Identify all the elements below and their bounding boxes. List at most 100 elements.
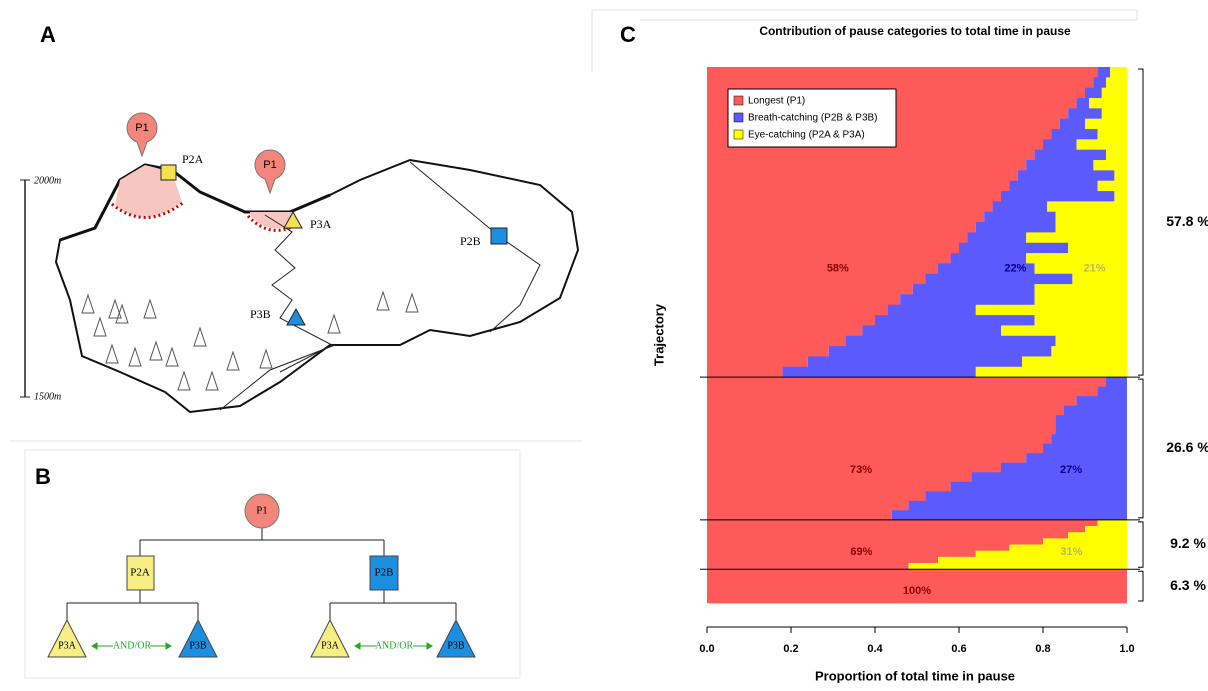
bar-segment — [707, 315, 875, 326]
bar-segment — [891, 510, 1127, 521]
bar-segment — [950, 481, 1127, 492]
group-share: 57.8 % — [1166, 213, 1208, 229]
bar-segment — [984, 211, 1056, 223]
bar-segment — [925, 491, 1127, 502]
and-or-arrows — [91, 642, 433, 650]
bar-segment — [1072, 273, 1127, 285]
bar-segment — [908, 500, 1127, 511]
bar-segment — [707, 580, 1127, 593]
panel-letter: C — [620, 22, 636, 47]
bar-segment — [900, 294, 1035, 306]
bar-segment — [1001, 325, 1127, 337]
bar-segment — [1055, 415, 1127, 426]
node-p2b — [369, 555, 399, 591]
bar-segment — [707, 253, 951, 264]
scale-label: 1500m — [34, 391, 61, 402]
bar-segment — [1097, 180, 1127, 192]
bar-segment — [1034, 149, 1106, 161]
x-tick-label: 0.4 — [867, 643, 883, 655]
node-label: P3A — [58, 640, 77, 651]
bar-segment — [707, 77, 1094, 89]
bar-segment — [1097, 67, 1111, 78]
bar-segment — [959, 242, 1069, 254]
bar-segment — [1059, 118, 1085, 130]
bar-segment — [707, 191, 1001, 202]
marker-label: P2B — [460, 234, 481, 248]
bar-segment — [1026, 453, 1127, 464]
bar-segment — [1055, 222, 1127, 233]
legend-swatch — [733, 129, 744, 140]
marker-p1 — [254, 149, 286, 195]
bar-segment — [1106, 149, 1127, 161]
group-bracket — [1138, 570, 1144, 602]
bar-segment — [707, 526, 1085, 533]
bar-segment — [707, 472, 972, 483]
bar-segment — [971, 472, 1127, 483]
value-label: 69% — [850, 546, 872, 558]
bar-segment — [975, 366, 1127, 378]
marker-p3b — [286, 307, 306, 326]
bar-segment — [1097, 129, 1127, 140]
group-bracket — [1138, 521, 1144, 568]
panel-letter: B — [35, 464, 51, 489]
node-p3a — [47, 618, 87, 658]
bar-segment — [1034, 284, 1127, 295]
tree-links — [66, 528, 457, 622]
panel-border — [24, 449, 521, 679]
bar-segment — [707, 519, 1098, 527]
group-share: 6.3 % — [1170, 577, 1206, 593]
bar-segment — [707, 356, 808, 368]
bar-segment — [1034, 294, 1127, 306]
bar-segment — [875, 315, 1035, 326]
bar-segment — [707, 346, 829, 357]
node-label: P2A — [130, 567, 150, 579]
bar-segment — [1001, 462, 1127, 473]
value-label: 27% — [1060, 464, 1082, 476]
bar-segment — [707, 443, 1043, 454]
group-share: 9.2 % — [1170, 535, 1206, 551]
bar-segment — [862, 325, 1001, 337]
bar-segment — [707, 396, 1077, 407]
bar-segment — [912, 284, 1035, 295]
marker-label: P1 — [135, 122, 148, 134]
bar-segment — [1026, 160, 1094, 171]
bar-segment — [1009, 180, 1098, 192]
bar-segment — [1001, 191, 1115, 202]
bar-segment — [1047, 201, 1127, 213]
bar-segment — [1034, 263, 1127, 275]
bar-segment — [1034, 315, 1127, 326]
bar-segment — [1068, 242, 1127, 254]
bar-segment — [707, 67, 1098, 78]
bar-segment — [707, 180, 1010, 192]
bar-segment — [887, 304, 976, 316]
bar-segment — [938, 263, 1035, 275]
bar-segment — [925, 273, 1073, 285]
bar-segment — [1101, 108, 1127, 120]
bar-segment — [707, 556, 938, 564]
bar-segment — [967, 232, 1027, 244]
x-tick-label: 0.6 — [951, 643, 966, 655]
legend-label: Eye-catching (P2A & P3A) — [748, 130, 865, 141]
bar-segment — [707, 232, 968, 244]
bar-segment — [992, 201, 1048, 213]
value-label: 73% — [850, 464, 872, 476]
panel-letter: A — [40, 22, 56, 47]
bar-segment — [707, 201, 993, 213]
link-label: AND/OR — [375, 640, 414, 651]
bar-segment — [1026, 253, 1127, 264]
bar-segment — [975, 550, 1127, 558]
scale-label: 2000m — [34, 175, 61, 186]
bar-segment — [707, 510, 892, 521]
bar-segment — [707, 424, 1056, 435]
marker-label: P3A — [310, 217, 332, 231]
trees — [81, 290, 419, 391]
bar-segment — [707, 211, 985, 223]
x-axis-label: Proportion of total time in pause — [815, 668, 1015, 683]
bar-segment — [707, 366, 783, 378]
bar-segment — [707, 532, 1069, 539]
bar-segment — [707, 538, 1043, 545]
panel-c: C Contribution of pause categories to to… — [591, 9, 1138, 683]
legend-label: Longest (P1) — [748, 96, 805, 107]
bar-segment — [1076, 139, 1127, 151]
